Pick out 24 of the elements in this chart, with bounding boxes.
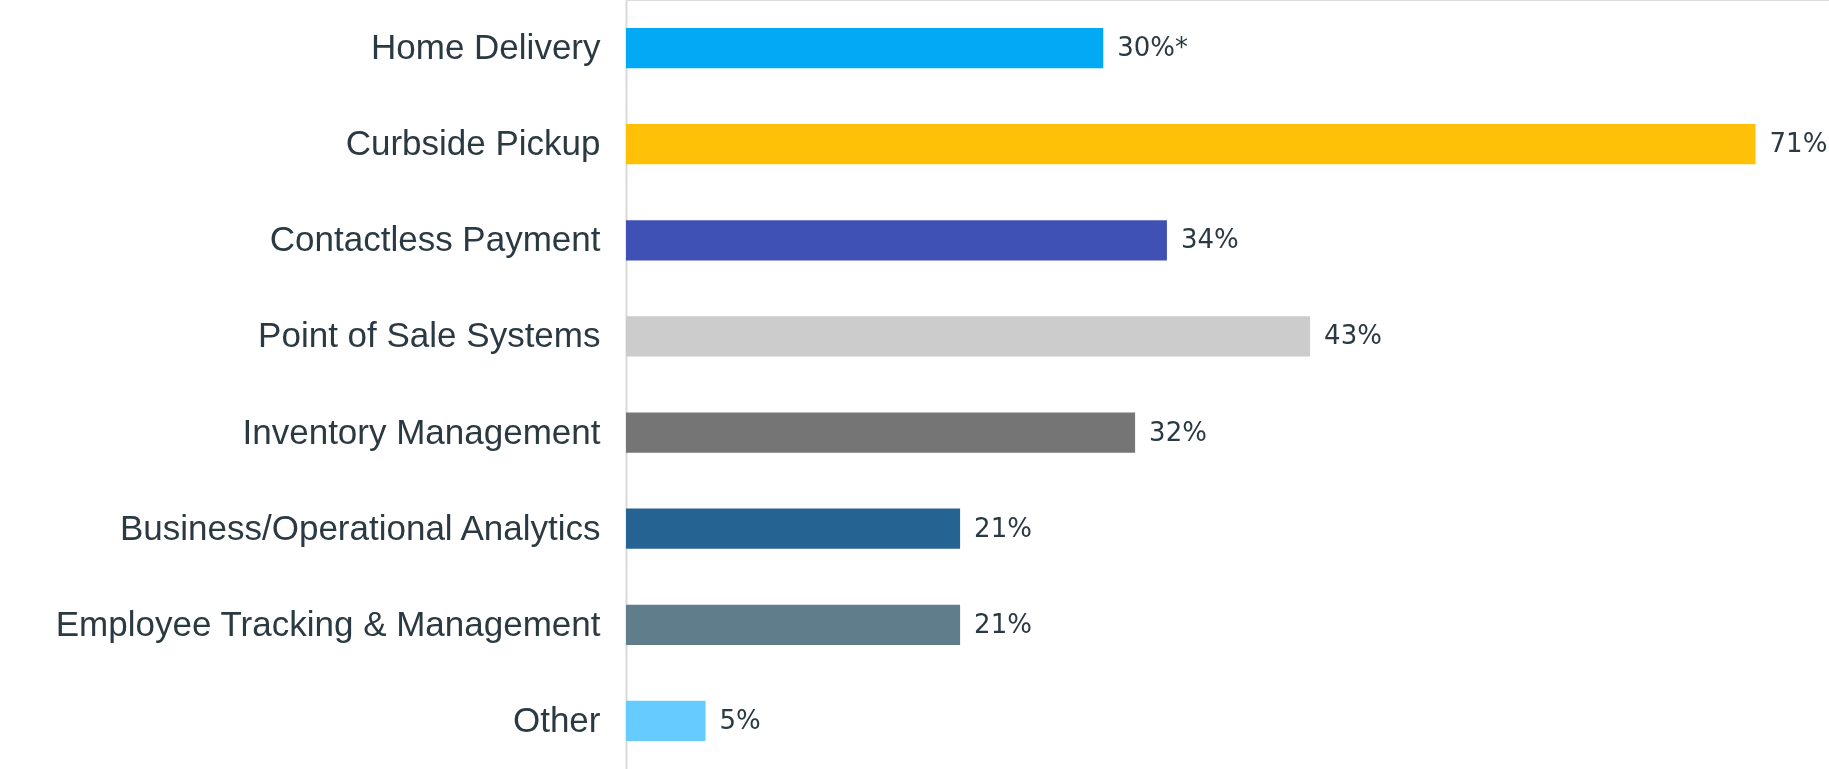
bar <box>626 508 961 549</box>
data-label: 5% <box>719 704 761 735</box>
y-tick-label: Home Delivery <box>371 27 601 67</box>
data-label: 34% <box>1180 224 1239 255</box>
y-tick-label: Business/Operational Analytics <box>119 507 601 547</box>
bar <box>626 604 961 645</box>
data-label: 21% <box>974 608 1032 639</box>
data-label: 43% <box>1324 320 1382 351</box>
data-label: 71% <box>1769 128 1828 159</box>
y-tick-label: Contactless Payment <box>269 219 601 259</box>
data-label: 30%* <box>1117 32 1189 63</box>
y-tick-label: Other <box>512 699 601 739</box>
bar <box>626 412 1136 453</box>
y-tick-label: Point of Sale Systems <box>258 315 601 355</box>
data-label: 21% <box>974 512 1032 543</box>
bar <box>626 700 706 742</box>
y-tick-label: Curbside Pickup <box>345 123 601 163</box>
data-label: 32% <box>1149 416 1207 447</box>
y-tick-label: Employee Tracking & Management <box>55 603 601 643</box>
bar <box>626 316 1311 357</box>
bar <box>626 27 1104 69</box>
bar <box>626 220 1167 261</box>
y-tick-label: Inventory Management <box>242 411 601 451</box>
bar <box>626 124 1756 165</box>
